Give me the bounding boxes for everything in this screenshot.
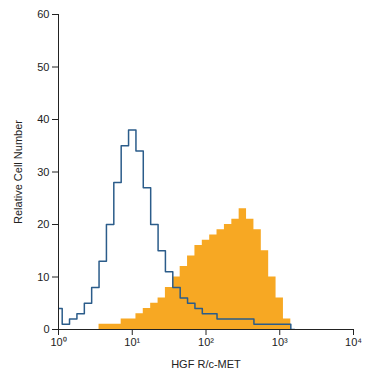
svg-text:10¹: 10¹ (124, 336, 140, 348)
svg-text:50: 50 (37, 61, 49, 73)
svg-text:10: 10 (37, 271, 49, 283)
svg-text:10³: 10³ (272, 336, 288, 348)
svg-text:10⁰: 10⁰ (50, 336, 66, 348)
svg-text:60: 60 (37, 8, 49, 20)
svg-text:40: 40 (37, 113, 49, 125)
svg-text:20: 20 (37, 218, 49, 230)
svg-text:30: 30 (37, 166, 49, 178)
svg-text:10²: 10² (198, 336, 214, 348)
svg-text:HGF R/c-MET: HGF R/c-MET (171, 358, 241, 370)
svg-text:Relative Cell Number: Relative Cell Number (12, 120, 24, 224)
svg-text:0: 0 (43, 323, 49, 335)
svg-text:10⁴: 10⁴ (345, 336, 362, 348)
